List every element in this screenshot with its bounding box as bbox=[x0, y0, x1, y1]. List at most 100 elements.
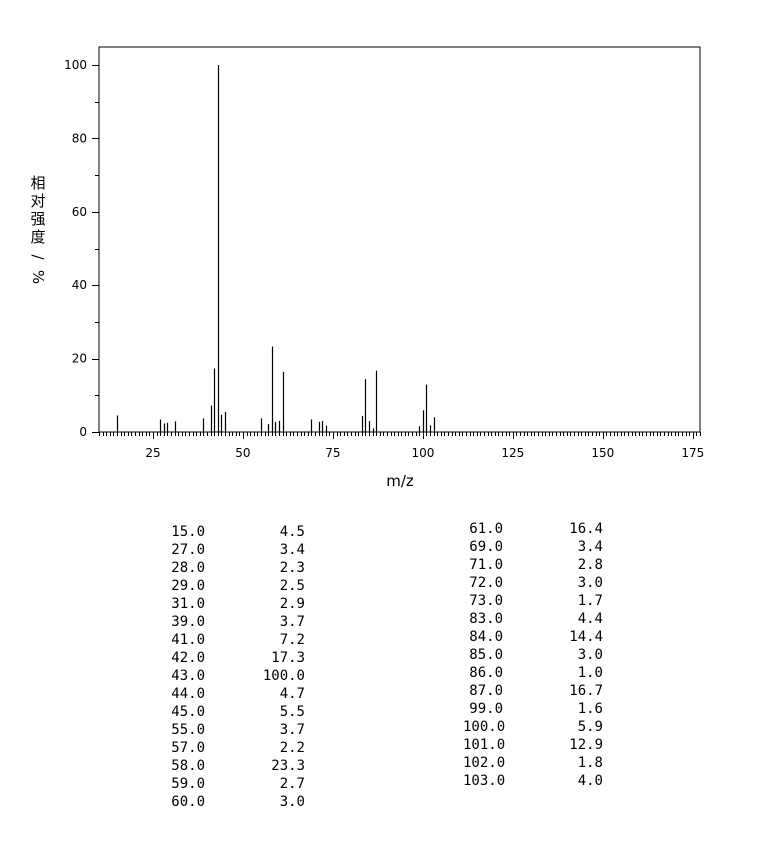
table-row: 27.0 3.4 bbox=[165, 541, 305, 559]
table-row: 59.0 2.7 bbox=[165, 775, 305, 793]
spectrum-peaks bbox=[116, 65, 436, 432]
table-row: 103.0 4.0 bbox=[463, 772, 603, 790]
mz-value: 27.0 bbox=[171, 542, 205, 558]
x-tick-label: 50 bbox=[235, 446, 250, 460]
table-row: 102.0 1.8 bbox=[463, 754, 603, 772]
intensity-value: 14.4 bbox=[569, 629, 603, 645]
mz-value: 39.0 bbox=[171, 614, 205, 630]
mz-value: 72.0 bbox=[469, 575, 503, 591]
mz-value: 58.0 bbox=[171, 758, 205, 774]
x-tick-label: 175 bbox=[681, 446, 704, 460]
table-row: 101.0 12.9 bbox=[463, 736, 603, 754]
y-tick-label: 40 bbox=[72, 278, 87, 292]
x-tick-label: 125 bbox=[501, 446, 524, 460]
mz-value: 59.0 bbox=[171, 776, 205, 792]
table-row: 31.0 2.9 bbox=[165, 595, 305, 613]
y-axis-title-char: 相 bbox=[30, 174, 46, 192]
mz-value: 42.0 bbox=[171, 650, 205, 666]
intensity-value: 2.9 bbox=[279, 596, 305, 612]
intensity-value: 5.5 bbox=[279, 704, 305, 720]
y-axis-title: 相对强度 /% bbox=[28, 174, 48, 286]
intensity-value: 4.7 bbox=[279, 686, 305, 702]
y-axis-title-char: 度 bbox=[30, 228, 46, 246]
table-row: 57.0 2.2 bbox=[165, 739, 305, 757]
intensity-value: 3.0 bbox=[577, 647, 603, 663]
y-tick-label: 100 bbox=[64, 58, 87, 72]
peak-table-right: 61.0 16.4 69.0 3.4 71.0 2.8 72.0 3.0 73.0 1.7 83.0… bbox=[463, 520, 603, 790]
x-tick-label: 25 bbox=[145, 446, 160, 460]
table-row: 86.0 1.0 bbox=[463, 664, 603, 682]
intensity-value: 12.9 bbox=[569, 737, 603, 753]
y-tick-label: 0 bbox=[79, 425, 87, 439]
intensity-value: 3.7 bbox=[279, 722, 305, 738]
table-row: 58.0 23.3 bbox=[165, 757, 305, 775]
y-tick-label: 80 bbox=[72, 131, 87, 145]
mz-value: 103.0 bbox=[463, 773, 506, 789]
intensity-value: 4.5 bbox=[279, 524, 305, 540]
table-row: 84.0 14.4 bbox=[463, 628, 603, 646]
table-row: 83.0 4.4 bbox=[463, 610, 603, 628]
intensity-value: 2.5 bbox=[279, 578, 305, 594]
table-row: 15.0 4.5 bbox=[165, 523, 305, 541]
intensity-value: 7.2 bbox=[279, 632, 305, 648]
mz-value: 73.0 bbox=[469, 593, 503, 609]
intensity-value: 16.7 bbox=[569, 683, 603, 699]
mz-value: 101.0 bbox=[463, 737, 506, 753]
plot-frame bbox=[98, 46, 701, 433]
peak-table-left: 15.0 4.5 27.0 3.4 28.0 2.3 29.0 2.5 31.0 2.9 39.0 3… bbox=[165, 523, 305, 811]
plot-border bbox=[98, 46, 701, 433]
mz-value: 84.0 bbox=[469, 629, 503, 645]
intensity-value: 3.4 bbox=[279, 542, 305, 558]
mz-value: 86.0 bbox=[469, 665, 503, 681]
x-axis-title: m/z bbox=[386, 472, 414, 490]
intensity-value: 2.2 bbox=[279, 740, 305, 756]
table-row: 72.0 3.0 bbox=[463, 574, 603, 592]
mz-value: 83.0 bbox=[469, 611, 503, 627]
mz-value: 71.0 bbox=[469, 557, 503, 573]
intensity-value: 3.0 bbox=[577, 575, 603, 591]
y-axis-title-char: 对 bbox=[30, 192, 46, 210]
mz-value: 28.0 bbox=[171, 560, 205, 576]
table-row: 42.0 17.3 bbox=[165, 649, 305, 667]
intensity-value: 4.0 bbox=[577, 773, 603, 789]
table-row: 73.0 1.7 bbox=[463, 592, 603, 610]
table-row: 69.0 3.4 bbox=[463, 538, 603, 556]
mz-value: 102.0 bbox=[463, 755, 506, 771]
intensity-value: 3.0 bbox=[279, 794, 305, 810]
intensity-value: 1.0 bbox=[577, 665, 603, 681]
mz-value: 69.0 bbox=[469, 539, 503, 555]
table-row: 29.0 2.5 bbox=[165, 577, 305, 595]
mz-value: 99.0 bbox=[469, 701, 503, 717]
mz-value: 44.0 bbox=[171, 686, 205, 702]
mz-value: 87.0 bbox=[469, 683, 503, 699]
table-row: 44.0 4.7 bbox=[165, 685, 305, 703]
table-row: 55.0 3.7 bbox=[165, 721, 305, 739]
table-row: 87.0 16.7 bbox=[463, 682, 603, 700]
x-tick-label: 100 bbox=[411, 446, 434, 460]
y-axis-title-char: % bbox=[29, 269, 47, 285]
table-row: 43.0 100.0 bbox=[165, 667, 305, 685]
table-row: 71.0 2.8 bbox=[463, 556, 603, 574]
mass-spectrum-chart: 0 20 40 60 80 100 25 50 75 100 125 150 175 m/z bbox=[64, 46, 704, 490]
table-row: 41.0 7.2 bbox=[165, 631, 305, 649]
mz-value: 45.0 bbox=[171, 704, 205, 720]
mz-value: 85.0 bbox=[469, 647, 503, 663]
y-axis-title-char: / bbox=[29, 254, 47, 260]
intensity-value: 100.0 bbox=[262, 668, 305, 684]
mz-value: 31.0 bbox=[171, 596, 205, 612]
intensity-value: 2.7 bbox=[279, 776, 305, 792]
y-axis: 0 20 40 60 80 100 bbox=[64, 58, 99, 439]
intensity-value: 1.7 bbox=[577, 593, 603, 609]
intensity-value: 2.3 bbox=[279, 560, 305, 576]
table-row: 39.0 3.7 bbox=[165, 613, 305, 631]
intensity-value: 5.9 bbox=[577, 719, 603, 735]
mz-value: 43.0 bbox=[171, 668, 205, 684]
mz-value: 29.0 bbox=[171, 578, 205, 594]
y-tick-label: 20 bbox=[72, 352, 87, 366]
x-axis: 25 50 75 100 125 150 175 bbox=[145, 446, 704, 460]
intensity-value: 3.7 bbox=[279, 614, 305, 630]
mz-value: 60.0 bbox=[171, 794, 205, 810]
intensity-value: 1.6 bbox=[577, 701, 603, 717]
table-row: 28.0 2.3 bbox=[165, 559, 305, 577]
intensity-value: 17.3 bbox=[271, 650, 305, 666]
